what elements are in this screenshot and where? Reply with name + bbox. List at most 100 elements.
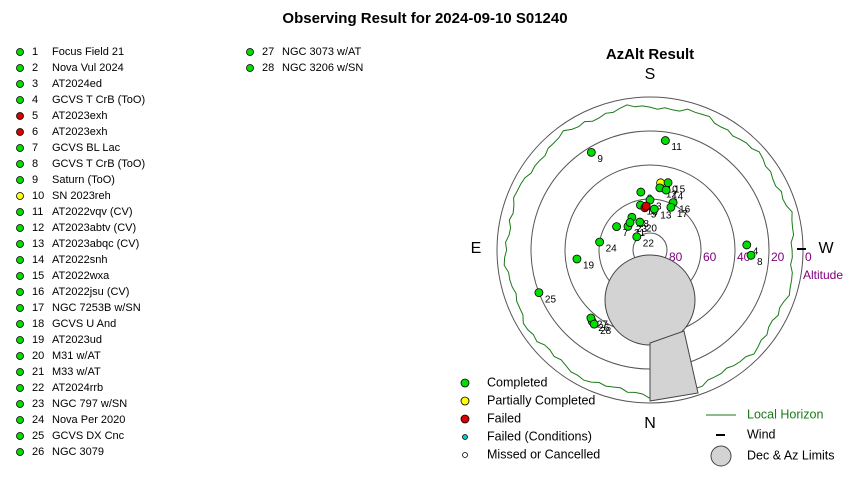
status-dot	[16, 304, 24, 312]
point	[746, 250, 756, 260]
point-label: 27	[597, 320, 609, 331]
status-dot	[246, 48, 254, 56]
status-dot	[16, 352, 24, 360]
target-number: 12	[32, 222, 44, 234]
legend-dot	[462, 452, 468, 458]
target-name: SN 2023reh	[52, 190, 111, 202]
target-number: 1	[32, 46, 38, 58]
legend-label: Failed (Conditions)	[487, 429, 592, 443]
point	[612, 222, 621, 231]
r-axis-label: Altitude	[803, 268, 843, 282]
legend-label: Partially Completed	[487, 393, 595, 407]
point	[595, 237, 605, 247]
legend-dot	[460, 378, 470, 388]
limit-wedge	[649, 330, 699, 402]
point-label: 18	[638, 219, 650, 230]
target-name: NGC 797 w/SN	[52, 398, 127, 410]
point-label: 5	[651, 209, 657, 220]
target-name: GCVS DX Cnc	[52, 430, 125, 442]
point-label: 8	[757, 257, 763, 268]
target-name: Focus Field 21	[52, 46, 124, 58]
status-dot	[16, 368, 24, 376]
point-label: 20	[646, 224, 658, 235]
status-dot	[16, 256, 24, 264]
target-number: 20	[32, 350, 44, 362]
direction-east: E	[471, 240, 482, 257]
point	[663, 178, 673, 188]
target-name: Nova Per 2020	[52, 414, 125, 426]
point	[589, 319, 599, 329]
legend-label: Failed	[487, 411, 521, 425]
status-dot	[16, 400, 24, 408]
status-dot	[16, 144, 24, 152]
status-dot	[16, 448, 24, 456]
point-label: 11	[671, 142, 682, 153]
point	[632, 232, 642, 242]
point-label: 1	[646, 207, 652, 218]
status-dot	[16, 48, 24, 56]
status-dot	[16, 432, 24, 440]
target-name: AT2023abqc (CV)	[52, 238, 139, 250]
point	[649, 204, 659, 214]
status-dot	[16, 160, 24, 168]
target-number: 17	[32, 302, 44, 314]
legend: Local Horizon Wind Dec & Az Limits Compl…	[460, 375, 835, 467]
point	[666, 202, 676, 212]
target-number: 9	[32, 174, 38, 186]
target-name: AT2023ud	[52, 334, 102, 346]
legend-dot	[460, 414, 470, 424]
direction-west: W	[818, 240, 834, 257]
target-number: 21	[32, 366, 44, 378]
point	[572, 254, 582, 264]
point-label: 3	[656, 202, 662, 213]
point-label: 21	[634, 228, 646, 239]
legend-label: Completed	[487, 375, 547, 389]
target-name: M33 w/AT	[52, 366, 101, 378]
target-number: 3	[32, 78, 38, 90]
target-number: 18	[32, 318, 44, 330]
target-name: GCVS T CrB (ToO)	[52, 94, 145, 106]
target-number: 7	[32, 142, 38, 154]
point	[636, 187, 646, 197]
status-dot	[16, 176, 24, 184]
direction-south: S	[645, 66, 656, 83]
legend-horizon: Local Horizon	[747, 407, 823, 421]
target-number: 23	[32, 398, 44, 410]
point-label: 25	[545, 294, 557, 305]
legend-dot	[460, 396, 470, 406]
target-name: NGC 7253B w/SN	[52, 302, 141, 314]
target-number: 14	[32, 254, 44, 266]
status-dot	[16, 320, 24, 328]
target-name: Saturn (ToO)	[52, 174, 115, 186]
target-name: AT2023exh	[52, 126, 107, 138]
target-list: 1 Focus Field 21 2 Nova Vul 2024 3 AT2024ed 4 G…	[16, 46, 363, 458]
target-name: AT2023abtv (CV)	[52, 222, 136, 234]
target-name: GCVS BL Lac	[52, 142, 121, 154]
point	[625, 218, 635, 227]
target-name: NGC 3206 w/SN	[282, 62, 363, 74]
status-dot	[16, 416, 24, 424]
point-label: 19	[583, 261, 595, 272]
status-dot	[16, 208, 24, 216]
target-number: 4	[32, 94, 38, 106]
target-number: 5	[32, 110, 38, 122]
legend-limits-icon	[710, 445, 732, 467]
target-name: AT2024ed	[52, 78, 102, 90]
target-name: AT2022wxa	[52, 270, 110, 282]
status-dot	[16, 64, 24, 72]
target-number: 13	[32, 238, 44, 250]
point-label: 28	[600, 326, 612, 337]
point-label: 14	[672, 192, 684, 203]
target-number: 6	[32, 126, 38, 138]
target-number: 26	[32, 446, 44, 458]
status-dot	[16, 192, 24, 200]
point	[586, 147, 596, 157]
target-number: 28	[262, 62, 274, 74]
target-name: AT2023exh	[52, 110, 107, 122]
target-number: 25	[32, 430, 44, 442]
legend-wind: Wind	[747, 427, 776, 441]
target-name: NGC 3079	[52, 446, 104, 458]
target-name: M31 w/AT	[52, 350, 101, 362]
r-tick-label: 60	[703, 250, 717, 264]
point-label: 24	[606, 244, 618, 255]
